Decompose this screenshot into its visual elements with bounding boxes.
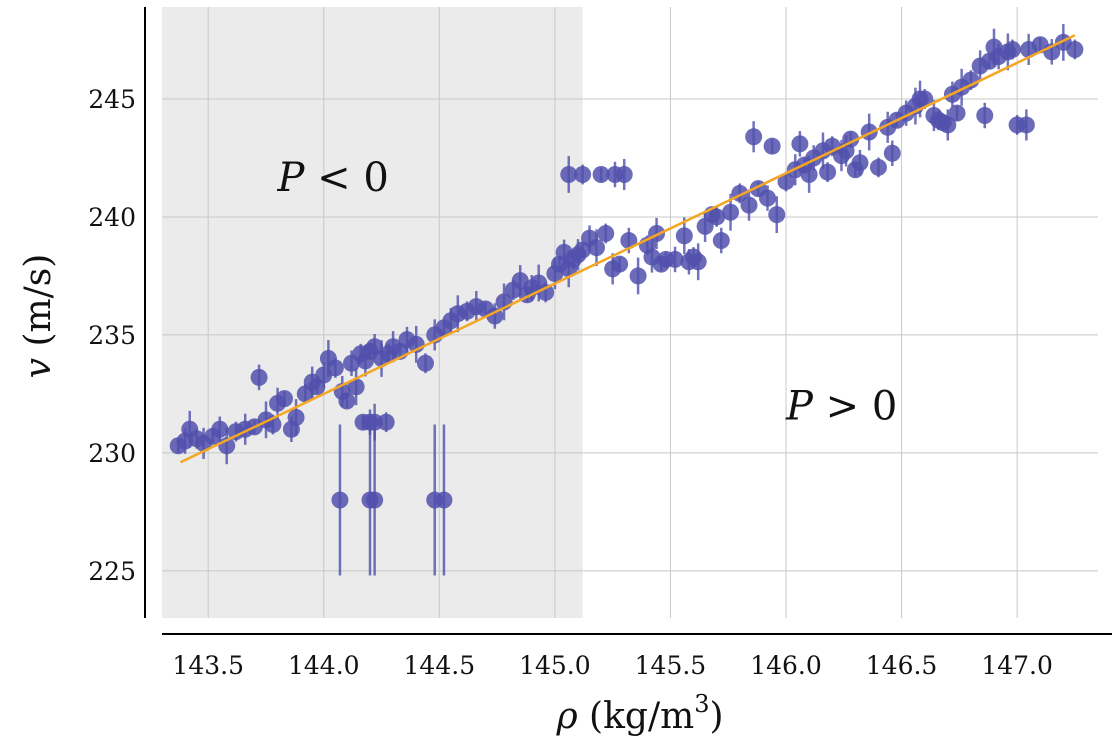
x-tick-label: 143.5 xyxy=(172,651,244,680)
data-point xyxy=(347,378,365,396)
data-point xyxy=(275,390,293,408)
data-point xyxy=(211,420,229,438)
tick-labels: 143.5 144.0 144.5 145.0 145.5 146.0 146.5 147.0… xyxy=(88,85,1053,680)
data-point xyxy=(597,224,615,242)
data-point xyxy=(331,491,349,509)
y-tick-label: 235 xyxy=(88,321,136,350)
data-point xyxy=(819,163,837,181)
data-point xyxy=(745,128,763,146)
data-point xyxy=(592,165,610,183)
data-point xyxy=(666,250,684,268)
data-point xyxy=(537,283,555,301)
data-point xyxy=(962,71,980,89)
data-point xyxy=(712,232,730,250)
axes xyxy=(144,7,1112,635)
data-point xyxy=(675,227,693,245)
axis-labels: ρ (kg/m3) v (m/s) xyxy=(18,254,724,737)
data-point xyxy=(416,354,434,372)
data-point xyxy=(1017,116,1035,134)
data-point xyxy=(652,255,670,273)
data-point xyxy=(800,165,818,183)
data-point xyxy=(985,38,1003,56)
data-point xyxy=(846,161,864,179)
y-tick-label: 240 xyxy=(88,203,136,232)
x-tick-label: 144.0 xyxy=(288,651,360,680)
x-tick-label: 145.5 xyxy=(635,651,707,680)
data-point xyxy=(629,267,647,285)
data-point xyxy=(1003,40,1021,58)
data-point xyxy=(287,408,305,426)
x-axis-label: ρ (kg/m3) xyxy=(555,690,723,737)
linear-fit-line xyxy=(179,34,1076,464)
x-tick-label: 145.0 xyxy=(519,651,591,680)
pressure-annotation: P > 0 xyxy=(785,384,897,430)
pressure-annotation: P < 0 xyxy=(277,155,389,201)
data-point xyxy=(939,116,957,134)
data-point xyxy=(611,255,629,273)
x-tick-label: 146.0 xyxy=(750,651,822,680)
data-point xyxy=(763,137,781,155)
data-point xyxy=(486,307,504,325)
data-point xyxy=(689,253,707,271)
data-point xyxy=(759,189,777,207)
grid-lines xyxy=(162,7,1098,618)
data-point xyxy=(587,239,605,257)
data-point xyxy=(791,135,809,153)
data-point xyxy=(948,104,966,122)
data-point xyxy=(976,107,994,125)
data-point xyxy=(366,491,384,509)
shaded-region xyxy=(162,7,583,618)
x-tick-label: 146.5 xyxy=(866,651,938,680)
data-point xyxy=(768,206,786,224)
x-tick-label: 147.0 xyxy=(981,651,1053,680)
data-point xyxy=(435,491,453,509)
data-point xyxy=(377,413,395,431)
y-tick-label: 245 xyxy=(88,85,136,114)
y-tick-label: 225 xyxy=(88,557,136,586)
x-tick-label: 144.5 xyxy=(404,651,476,680)
data-point xyxy=(250,368,268,386)
annotations: P < 0 P > 0 xyxy=(277,155,898,430)
negative-pressure-region xyxy=(162,7,583,618)
data-point xyxy=(574,165,592,183)
data-point xyxy=(740,196,758,214)
data-point xyxy=(708,208,726,226)
data-point xyxy=(338,392,356,410)
data-point xyxy=(722,203,740,221)
y-axis-label: v (m/s) xyxy=(18,254,59,379)
y-tick-label: 230 xyxy=(88,439,136,468)
fit-line xyxy=(179,34,1076,464)
data-point xyxy=(1066,40,1084,58)
data-point xyxy=(883,144,901,162)
data-point xyxy=(615,165,633,183)
data-point xyxy=(869,158,887,176)
data-point xyxy=(911,90,929,108)
data-point xyxy=(326,359,344,377)
data-point xyxy=(777,173,795,191)
data-point xyxy=(620,232,638,250)
data-point xyxy=(560,165,578,183)
